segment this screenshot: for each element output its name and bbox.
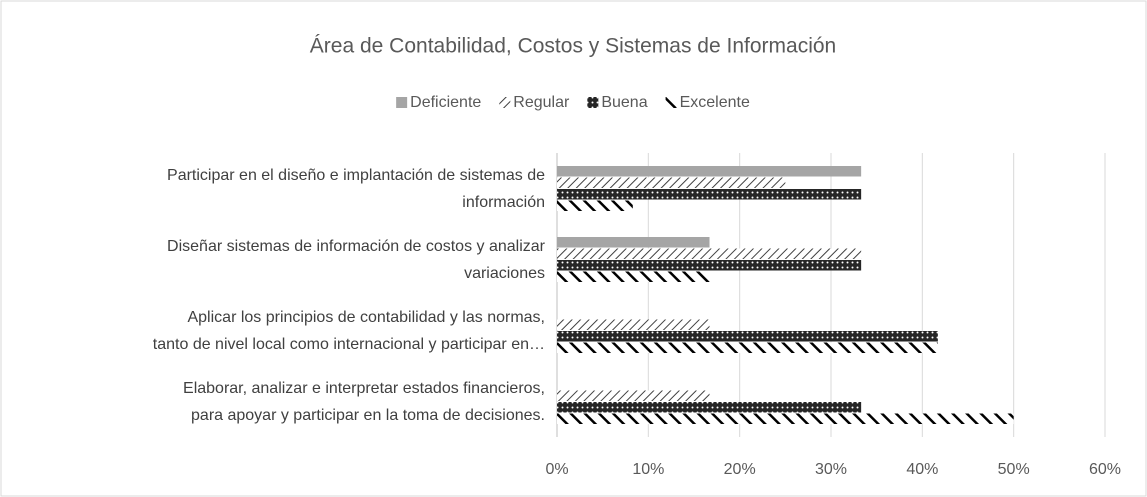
bar (557, 390, 710, 401)
x-tick-label: 0% (545, 461, 568, 478)
y-tick-label: Aplicar los principios de contabilidad y… (152, 308, 545, 353)
x-tick-label: 40% (906, 461, 938, 478)
y-tick-label: Participar en el diseño e implantación d… (167, 166, 545, 211)
x-tick-label: 50% (998, 461, 1030, 478)
bar (557, 342, 938, 353)
bar (557, 319, 710, 330)
x-tick-label: 60% (1089, 461, 1121, 478)
bar (557, 402, 862, 413)
y-tick-label: Elaborar, analizar e interpretar estados… (183, 379, 545, 424)
legend-marker (499, 97, 511, 108)
bar (557, 177, 786, 188)
bar (557, 413, 1014, 424)
x-tick-label: 20% (724, 461, 756, 478)
bar (557, 237, 710, 248)
legend-label: Deficiente (410, 94, 481, 111)
bar (557, 271, 710, 282)
legend-marker (396, 97, 408, 108)
bar (557, 189, 862, 200)
bar (557, 260, 862, 271)
legend-label: Regular (513, 94, 570, 111)
legend-marker (665, 97, 677, 108)
chart-title: Área de Contabilidad, Costos y Sistemas … (310, 35, 836, 58)
x-tick-label: 10% (632, 461, 664, 478)
y-tick-label: Diseñar sistemas de información de costo… (167, 237, 545, 282)
bar (557, 248, 862, 259)
legend-label: Excelente (680, 94, 750, 111)
legend-label: Buena (601, 94, 647, 111)
bar (557, 331, 938, 342)
bar (557, 200, 633, 211)
bar (557, 166, 862, 177)
x-tick-label: 30% (815, 461, 847, 478)
legend-marker (587, 97, 599, 108)
